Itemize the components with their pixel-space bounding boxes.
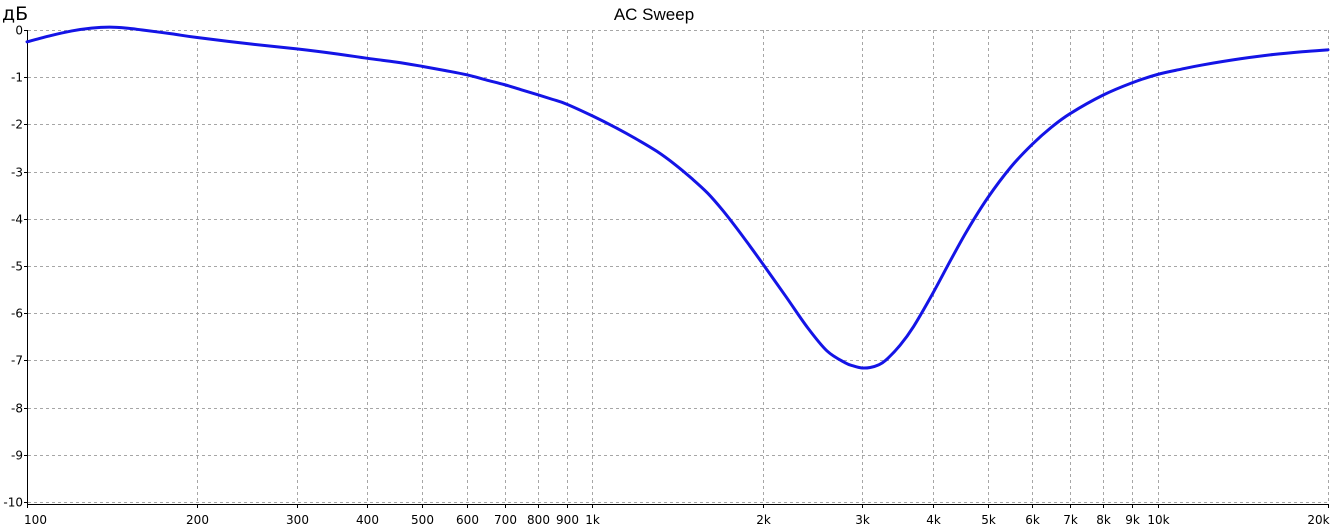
axes xyxy=(27,30,1328,505)
series xyxy=(25,25,1330,370)
x-tick-label: 9k xyxy=(1125,513,1140,527)
y-tick-label: -10 xyxy=(3,496,23,510)
x-tick-label: 4k xyxy=(926,513,941,527)
y-tick-label: -9 xyxy=(11,449,23,463)
grid xyxy=(28,30,1329,504)
x-tick-label: 200 xyxy=(186,513,209,527)
x-tick-label: 100 xyxy=(24,513,47,527)
y-tick-label: -1 xyxy=(11,71,23,85)
x-tick-label: 500 xyxy=(411,513,434,527)
y-tick-label: -6 xyxy=(11,307,23,321)
x-tick-label: 7k xyxy=(1063,513,1078,527)
y-tick-label: -2 xyxy=(11,118,23,132)
y-tick-label: -8 xyxy=(11,402,23,416)
series-line xyxy=(25,25,1330,370)
y-tick-label: -4 xyxy=(11,213,23,227)
x-tick-label: 5k xyxy=(981,513,996,527)
x-tick-label: 300 xyxy=(286,513,309,527)
x-tick-label: 8k xyxy=(1096,513,1111,527)
x-tick-label: 400 xyxy=(356,513,379,527)
x-tick-label: 900 xyxy=(556,513,579,527)
x-tick-label: 2k xyxy=(756,513,771,527)
y-axis-ticks: 0 -1 -2 -3 -4 -5 -6 -7 -8 -9 -10 xyxy=(3,24,27,510)
x-tick-label: 20k xyxy=(1307,513,1329,527)
x-tick-label: 3k xyxy=(855,513,870,527)
y-axis-unit-label: дБ xyxy=(2,3,28,25)
x-tick-label: 600 xyxy=(456,513,479,527)
y-tick-label: 0 xyxy=(15,24,23,38)
x-tick-label: 1k xyxy=(585,513,600,527)
x-tick-label: 10k xyxy=(1147,513,1169,527)
chart-title: AC Sweep xyxy=(614,5,694,24)
y-tick-label: -7 xyxy=(11,354,23,368)
y-tick-label: -3 xyxy=(11,166,23,180)
y-tick-label: -5 xyxy=(11,260,23,274)
x-tick-label: 6k xyxy=(1025,513,1040,527)
x-tick-label: 700 xyxy=(494,513,517,527)
x-axis-ticks: 100 200 300 400 500 600 700 800 900 1k 2k 3k 4k 5k 6k 7… xyxy=(24,504,1330,527)
x-tick-label: 800 xyxy=(527,513,550,527)
